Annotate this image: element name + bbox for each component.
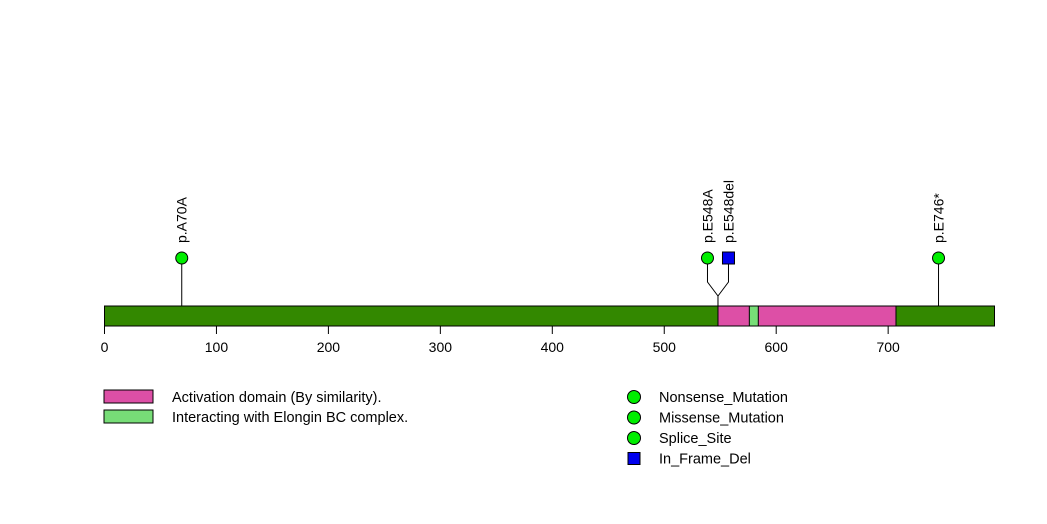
mutation-legend-label-0: Nonsense_Mutation bbox=[659, 390, 788, 406]
domain-legend-label-1: Interacting with Elongin BC complex. bbox=[172, 410, 408, 426]
domain-legend-swatch-0 bbox=[103, 389, 154, 404]
mutation-legend-label-1: Missense_Mutation bbox=[659, 411, 784, 427]
x-tick-label-700: 700 bbox=[876, 339, 900, 355]
marker-3 bbox=[932, 251, 946, 265]
mutation-legend-swatch-0 bbox=[627, 390, 641, 404]
mutation-label-1: p.E548A bbox=[699, 189, 715, 243]
mutation-type-legend: Nonsense_Mutation Missense_Mutation Splice… bbox=[627, 390, 788, 468]
x-tick-label-600: 600 bbox=[765, 339, 789, 355]
marker-1 bbox=[700, 251, 714, 265]
mutation-legend-swatch-2 bbox=[627, 431, 641, 445]
mutation-label-2: p.E548del bbox=[720, 180, 736, 243]
domain-legend: Activation domain (By similarity). Intera… bbox=[103, 389, 408, 426]
domain-0 bbox=[717, 305, 897, 327]
domain-legend-label-0: Activation domain (By similarity). bbox=[172, 390, 382, 406]
marker-2 bbox=[721, 251, 735, 265]
marker-0 bbox=[175, 251, 189, 265]
domain-legend-swatch-1 bbox=[103, 409, 154, 424]
protein-track bbox=[104, 305, 995, 327]
x-tick-label-100: 100 bbox=[205, 339, 229, 355]
domain-1 bbox=[748, 305, 759, 327]
stem-2 bbox=[717, 258, 729, 306]
stem-1 bbox=[706, 258, 719, 306]
mutation-legend-label-2: Splice_Site bbox=[659, 431, 732, 447]
mutation-labels: p.A70A p.E548A p.E548del p.E746* bbox=[174, 180, 947, 243]
mutation-legend-label-3: In_Frame_Del bbox=[659, 452, 751, 468]
mutation-label-0: p.A70A bbox=[174, 196, 190, 243]
x-tick-label-200: 200 bbox=[317, 339, 341, 355]
mutation-legend-swatch-1 bbox=[627, 410, 641, 425]
x-tick-label-0: 0 bbox=[101, 339, 109, 355]
x-tick-label-400: 400 bbox=[541, 339, 565, 355]
mutation-label-3: p.E746* bbox=[931, 193, 947, 243]
mutation-markers bbox=[175, 251, 946, 265]
x-tick-label-500: 500 bbox=[653, 339, 677, 355]
x-tick-label-300: 300 bbox=[429, 339, 453, 355]
x-axis: 0 100 200 300 400 500 600 700 bbox=[101, 326, 900, 355]
mutation-legend-swatch-3 bbox=[627, 452, 641, 465]
